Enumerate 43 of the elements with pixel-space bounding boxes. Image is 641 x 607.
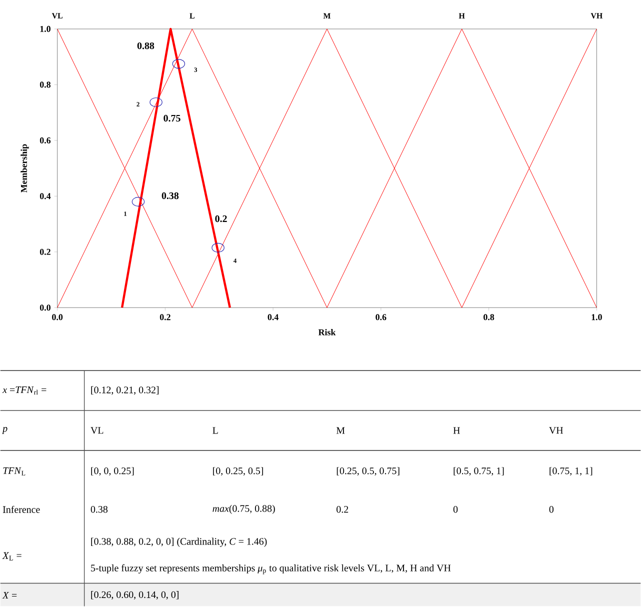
x-tick-label: 0.2 — [160, 314, 170, 320]
text: [0, 0, 0.25] — [91, 467, 134, 476]
text: VH — [549, 427, 564, 434]
y-tick-label: 0.6 — [40, 138, 51, 144]
annotation: 0.75 — [164, 115, 180, 122]
x-tick-label: 0.4 — [268, 314, 278, 320]
text: [0.75, 1, 1] — [550, 467, 592, 476]
text: 0 — [453, 506, 458, 513]
text: x =TFN$_{rl}$ = — [2, 386, 46, 395]
text: [0.12, 0.21, 0.32] — [91, 386, 159, 395]
text: H — [453, 427, 460, 434]
text: [0.5, 0.75, 1] — [454, 467, 504, 476]
text: max(0.75, 0.88) — [212, 505, 275, 514]
text: 0.2 — [336, 506, 348, 513]
text: 0.38 — [90, 506, 108, 513]
text: [0.26, 0.60, 0.14, 0, 0] — [91, 591, 178, 600]
text: [0.25, 0.5, 0.75] — [336, 467, 400, 476]
text: [0, 0.25, 0.5] — [213, 467, 263, 476]
x-tick-label: 0.0 — [52, 314, 63, 320]
y-tick-label: 1.0 — [40, 26, 50, 32]
y-tick-label: 0.4 — [40, 193, 51, 200]
text: TFN$_{L}$ — [3, 468, 26, 476]
text: X = — [2, 592, 17, 599]
y-tick-label: 0.8 — [40, 82, 51, 88]
y-axis-title: Membership — [20, 144, 29, 193]
text: X$_{L}$ = — [2, 552, 22, 560]
annotation: 0.88 — [137, 42, 154, 50]
text: Inference — [2, 506, 40, 514]
x-tick-label: 1.0 — [592, 314, 602, 320]
annotation: 0.38 — [162, 192, 179, 200]
text: 0 — [549, 506, 554, 513]
x-axis-title: Risk — [318, 329, 336, 336]
text: [0.38, 0.88, 0.2, 0, 0] (Cardinality, C = 1.46) — [91, 538, 267, 548]
text: p — [2, 427, 8, 434]
text: 5-tuple fuzzy set represents memberships μ$_{p}$ to qualitative risk levels VL, L, M, H and VH — [91, 564, 451, 574]
y-tick-label: 0.0 — [40, 304, 50, 311]
annotation: 0.2 — [215, 216, 227, 222]
text: VL — [90, 427, 104, 434]
x-tick-label: 0.8 — [484, 314, 494, 320]
text: M — [336, 427, 345, 434]
text: L — [212, 427, 218, 434]
y-tick-label: 0.2 — [40, 249, 50, 256]
x-tick-label: 0.6 — [376, 314, 386, 320]
